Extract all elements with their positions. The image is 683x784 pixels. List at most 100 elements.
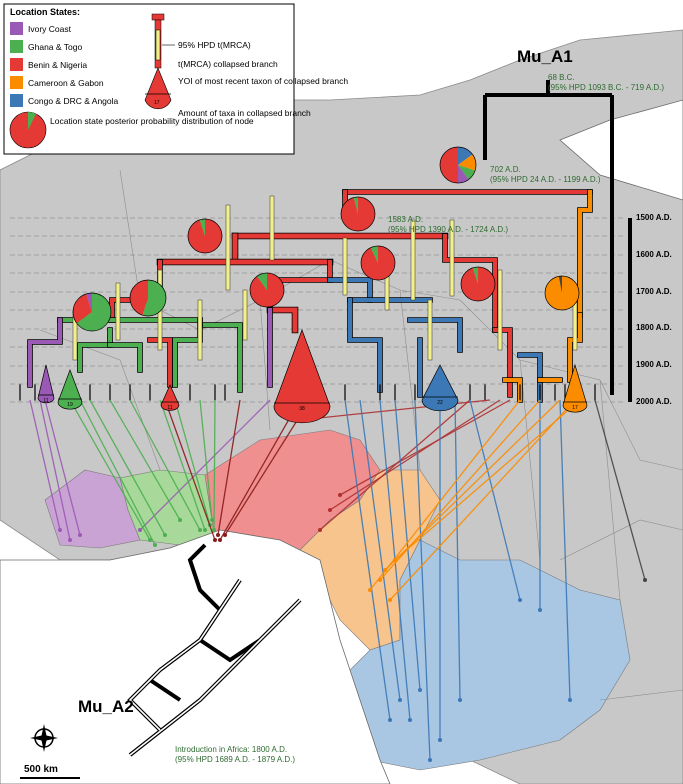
pie-slice [353, 197, 358, 214]
migration-line [44, 399, 81, 536]
branch [348, 298, 382, 392]
pie-outline [340, 196, 376, 232]
hpd-bar [225, 204, 231, 291]
mu-a1-branch [483, 80, 614, 395]
location-point [428, 758, 432, 762]
gulf-of-guinea [0, 529, 391, 784]
migration-line [39, 399, 71, 541]
pie-slice [458, 165, 469, 183]
migration-line [129, 399, 201, 531]
pie-slice [440, 147, 458, 183]
migration-line [454, 399, 461, 701]
collapsed-benin-small: 11 [160, 384, 180, 411]
pie-outline [460, 266, 496, 302]
legend-swatch-congo [10, 94, 23, 107]
node-1583-date: 1583 A.D. [388, 215, 423, 224]
migration-line [159, 399, 206, 531]
collapsed-branches: 11 19 11 38 22 17 [37, 328, 588, 424]
collapsed-ivory: 11 [37, 364, 55, 404]
legend-label-ivory: Ivory Coast [28, 24, 72, 34]
tick-1600: 1600 A.D. [636, 250, 672, 259]
legend-pie-label-1: Location state posterior probability dis… [50, 116, 254, 126]
phylogenetic-tree [19, 189, 596, 403]
migration-line [69, 399, 151, 541]
migration-line [594, 399, 646, 581]
location-point [328, 508, 332, 512]
hpd-bar [115, 282, 121, 341]
location-point [388, 718, 392, 722]
hpd-bar [497, 269, 503, 351]
branch [78, 328, 112, 372]
legend-yoi-label: YOI of most recent taxon of collapsed br… [178, 76, 348, 86]
legend: Location States: Ivory Coast Ghana & Tog… [3, 3, 348, 155]
collapsed-count: 38 [299, 406, 305, 412]
branch [28, 318, 62, 387]
migration-line [389, 399, 576, 601]
location-point [212, 528, 216, 532]
collapsed-count: 11 [43, 398, 48, 404]
pie-slice [76, 293, 112, 332]
location-point [318, 528, 322, 532]
location-point [568, 698, 572, 702]
scale-bar-label: 500 km [24, 764, 58, 775]
pie-node [460, 266, 496, 302]
migration-line [394, 399, 581, 561]
pie-slice [129, 280, 148, 316]
intro-date: Introduction in Africa: 1800 A.D. [175, 745, 287, 754]
location-point [213, 538, 217, 542]
node-702-hpd: (95% HPD 24 A.D. - 1199 A.D.) [490, 175, 601, 184]
pie-slice [545, 276, 580, 310]
migration-line [359, 399, 401, 701]
location-point [58, 528, 62, 532]
location-point [398, 698, 402, 702]
collapsed-congo: 22 [421, 364, 459, 412]
location-point [378, 578, 382, 582]
pie-slice [257, 273, 267, 290]
triangle [160, 384, 180, 411]
branch [148, 338, 172, 387]
tick-1700: 1700 A.D. [636, 287, 672, 296]
pie-slice [188, 219, 223, 253]
root-hpd: (95% HPD 1093 B.C. - 719 A.D.) [548, 83, 664, 92]
location-point [518, 598, 522, 602]
pie-node-1583 [340, 196, 376, 232]
migration-line [199, 399, 213, 521]
tick-1900: 1900 A.D. [636, 360, 672, 369]
location-point [210, 518, 214, 522]
location-point [383, 568, 387, 572]
triangle [273, 328, 331, 424]
location-point [438, 738, 442, 742]
branch [267, 307, 298, 333]
migration-line [109, 399, 181, 521]
intro-hpd: (95% HPD 1689 A.D. - 1879 A.D.) [175, 755, 295, 764]
pie-node-702 [439, 146, 477, 184]
pie-node [129, 279, 167, 317]
pie-outline [439, 146, 477, 184]
pie-slice [142, 280, 166, 316]
location-point [153, 543, 157, 547]
location-point [68, 538, 72, 542]
location-point [458, 698, 462, 702]
pie-outline [129, 279, 167, 317]
legend-hpd-bar [155, 29, 161, 61]
pie-slice [199, 219, 205, 236]
location-point [163, 533, 167, 537]
collapsed-count: 11 [167, 405, 172, 411]
collapsed-cameroon: 17 [562, 363, 588, 413]
pie-outline [360, 245, 396, 281]
mu-a1-label: Mu_A1 [517, 47, 573, 66]
legend-swatch-benin [10, 58, 23, 71]
collapsed-count: 19 [67, 402, 73, 408]
pie-outline [72, 292, 112, 332]
hpd-bar [427, 299, 433, 361]
scale-bar: 500 km [20, 764, 80, 779]
tick-1500: 1500 A.D. [636, 213, 672, 222]
location-point [418, 688, 422, 692]
location-point [538, 608, 542, 612]
migration-line [394, 399, 421, 691]
pie-slice [249, 273, 284, 308]
pie-slice [360, 246, 395, 280]
hpd-bar [572, 299, 578, 351]
pie-outline [249, 272, 285, 308]
compass-icon [30, 724, 58, 752]
